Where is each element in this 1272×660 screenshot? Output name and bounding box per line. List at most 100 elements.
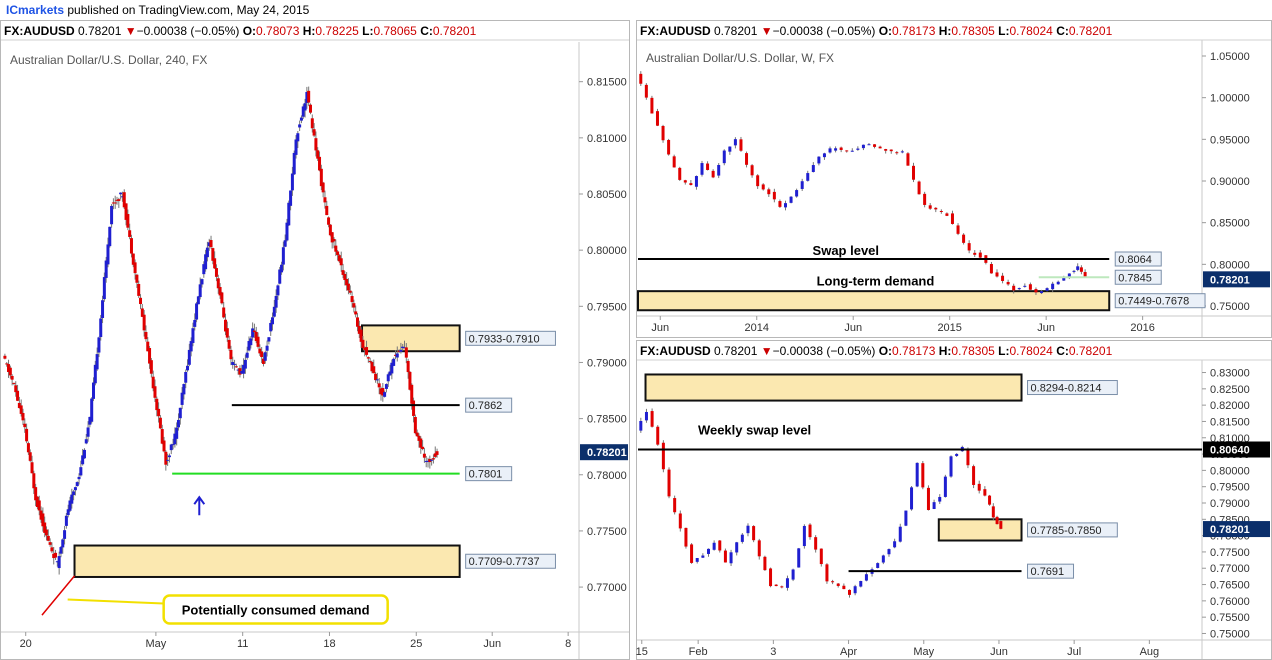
candle-body	[684, 527, 688, 547]
candle-body	[904, 510, 908, 526]
candle-body	[678, 167, 682, 180]
candle-body	[756, 175, 760, 187]
candle-body	[256, 336, 260, 347]
candle-body	[245, 352, 249, 358]
candle-body	[728, 146, 732, 152]
candle-body	[421, 446, 425, 450]
candle-body	[240, 370, 244, 374]
candle-body	[21, 413, 25, 421]
candle-body	[75, 482, 79, 487]
symbol-line: FX:AUDUSD 0.78201 ▼−0.00038 (−0.05%) O:0…	[640, 344, 1113, 358]
x-tick-label: 2016	[1130, 322, 1154, 334]
candle-body	[234, 366, 238, 368]
y-tick-label: 0.80000	[1210, 259, 1250, 271]
candle-body	[644, 411, 648, 421]
candle-body	[70, 494, 74, 504]
y-tick-label: 0.81500	[1210, 416, 1250, 428]
x-tick-label: 20	[20, 638, 32, 650]
current-price-label: 0.78201	[1210, 524, 1250, 536]
candle-body	[133, 262, 137, 274]
candle-body	[310, 118, 314, 129]
y-tick-label: 0.77000	[587, 582, 627, 594]
candle-body	[128, 230, 132, 237]
y-tick-label: 0.81000	[587, 133, 627, 145]
y-tick-label: 0.76000	[1210, 596, 1250, 608]
y-tick-label: 0.82000	[1210, 400, 1250, 412]
candle-body	[819, 548, 823, 565]
candle-body	[214, 268, 218, 277]
candle-body	[164, 451, 168, 465]
candle-body	[678, 513, 682, 529]
candle-body	[113, 202, 117, 204]
publisher-name[interactable]: ICmarkets	[6, 3, 65, 17]
panel-border	[636, 20, 1272, 338]
x-tick-label: Feb	[689, 646, 708, 658]
candle-body	[694, 176, 698, 187]
candle-body	[729, 552, 733, 564]
candle-body	[403, 347, 407, 349]
zone-label-box	[1114, 293, 1206, 309]
candle-body	[227, 339, 231, 349]
candle-body	[274, 295, 278, 308]
candle-body	[5, 363, 9, 365]
candle-body	[723, 550, 727, 563]
candle-body	[912, 165, 916, 180]
candle-body	[412, 400, 416, 416]
candle-body	[406, 360, 410, 373]
candle-body	[298, 124, 302, 128]
y-tick-label: 0.77000	[1210, 563, 1250, 575]
candle-body	[873, 144, 877, 147]
candle-body	[327, 217, 331, 225]
candle-body	[48, 542, 52, 545]
candle-body	[108, 226, 112, 247]
x-tick-label: May	[913, 646, 934, 658]
candle-body	[77, 476, 81, 480]
candle-body	[95, 354, 99, 370]
level-label: 0.7845	[1118, 272, 1152, 284]
candle-body	[878, 146, 882, 149]
candle-body	[867, 144, 871, 146]
weekly-chart-panel[interactable]: FX:AUDUSD 0.78201 ▼−0.00038 (−0.05%) O:0…	[636, 20, 1272, 338]
candle-body	[144, 331, 148, 340]
candle-body	[689, 183, 693, 185]
candle-body	[955, 453, 959, 456]
candle-body	[202, 264, 206, 275]
level-price-tag	[1203, 441, 1270, 458]
x-tick-label: 2015	[937, 322, 961, 334]
candle-body	[111, 202, 115, 204]
candle-body	[151, 376, 155, 389]
candle-body	[973, 252, 977, 255]
candle-body	[157, 408, 161, 417]
y-tick-label: 1.00000	[1210, 93, 1250, 105]
candle-body	[23, 423, 27, 428]
candle-body	[939, 210, 943, 212]
candle-body	[88, 416, 92, 425]
candle-body	[325, 205, 329, 216]
candle-body	[962, 234, 966, 243]
candle-body	[733, 139, 737, 146]
candle-body	[853, 586, 857, 594]
zone-label-box	[1027, 522, 1118, 538]
publish-header: ICmarkets published on TradingView.com, …	[0, 0, 1272, 20]
candle-body	[117, 199, 121, 202]
candle-body	[54, 552, 58, 558]
candle-body	[419, 438, 423, 448]
candle-body	[923, 193, 927, 205]
candle-body	[43, 522, 47, 533]
candle-body	[258, 348, 262, 354]
candle-body	[390, 362, 394, 374]
candle-body	[745, 153, 749, 165]
candle-body	[171, 444, 175, 446]
candle-body	[57, 556, 61, 569]
candle-body	[28, 452, 32, 461]
candle-body	[81, 455, 85, 465]
x-tick-label: 25	[410, 638, 422, 650]
h4-chart-panel[interactable]: FX:AUDUSD 0.78201 ▼−0.00038 (−0.05%) O:0…	[0, 20, 630, 660]
candle-body	[1001, 275, 1005, 281]
candle-body	[220, 292, 224, 304]
candle-body	[750, 165, 754, 176]
zone-label: 0.8294-0.8214	[1031, 383, 1102, 395]
candle-body	[73, 487, 77, 491]
candle-body	[14, 385, 18, 393]
daily-chart-panel[interactable]: FX:AUDUSD 0.78201 ▼−0.00038 (−0.05%) O:0…	[636, 340, 1272, 660]
